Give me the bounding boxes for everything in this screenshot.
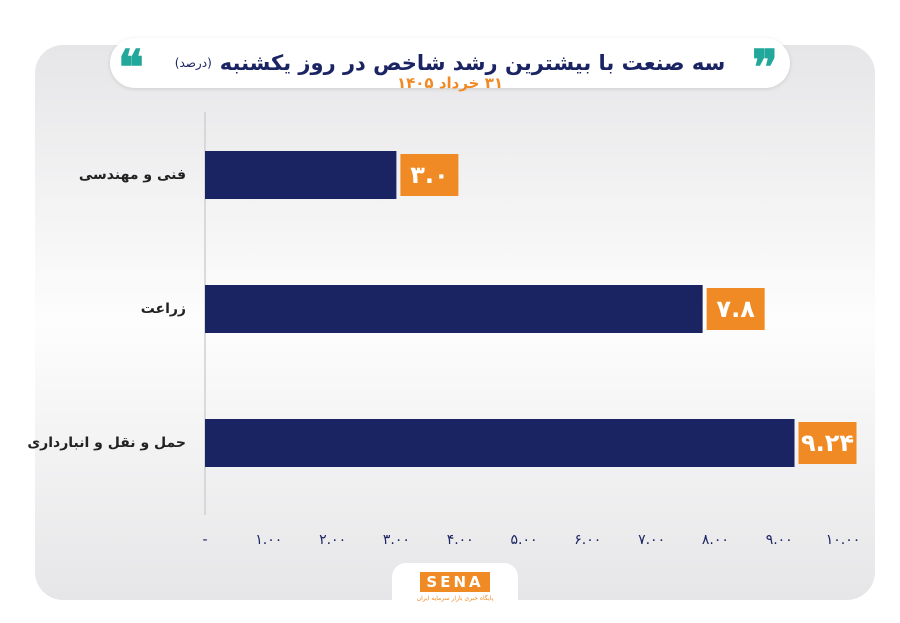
- value-label: ۹.۲۴: [801, 429, 854, 457]
- y-tick-label: زراعت: [141, 301, 186, 317]
- bar: [205, 285, 703, 333]
- quote-mark: ❝: [118, 40, 144, 96]
- value-label: ۷.۸: [716, 295, 755, 323]
- x-tick-label: ۷.۰۰: [638, 532, 665, 548]
- x-tick-label: ۶.۰۰: [574, 532, 601, 548]
- value-label-box: [798, 422, 857, 464]
- bar: [205, 151, 397, 199]
- chart-title: سه صنعت با بیشترین رشد شاخص در روز یکشنب…: [219, 51, 726, 75]
- logo: SENA پایگاه خبری بازار سرمایه ایران: [392, 563, 518, 615]
- value-label-box: [400, 154, 459, 196]
- x-tick-label: ۱.۰۰: [255, 532, 282, 548]
- y-tick-label: فنی و مهندسی: [79, 167, 186, 183]
- logo-name: SENA: [420, 572, 490, 592]
- x-tick-label: ۵.۰۰: [510, 532, 537, 548]
- bar: [205, 419, 795, 467]
- x-tick-label: ۱۰.۰۰: [826, 532, 861, 548]
- y-tick-label: حمل و نقل و انبارداری: [27, 435, 186, 451]
- quote-mark: ❞: [752, 40, 778, 96]
- x-tick-label: ۲.۰۰: [319, 532, 346, 548]
- unit: (درصد): [174, 56, 212, 70]
- subtitle: ۳۱ خرداد ۱۴۰۵: [396, 74, 504, 92]
- x-tick-label: -: [202, 532, 207, 548]
- header: سه صنعت با بیشترین رشد شاخص در روز یکشنب…: [110, 38, 790, 88]
- x-tick-label: ۸.۰۰: [702, 532, 729, 548]
- logo-tagline: پایگاه خبری بازار سرمایه ایران: [416, 595, 494, 602]
- value-label: ۳.۰: [410, 161, 448, 189]
- x-tick-label: ۳.۰۰: [383, 532, 410, 548]
- x-tick-label: ۴.۰۰: [447, 532, 474, 548]
- x-tick-label: ۹.۰۰: [766, 532, 793, 548]
- value-label-box: [706, 288, 765, 330]
